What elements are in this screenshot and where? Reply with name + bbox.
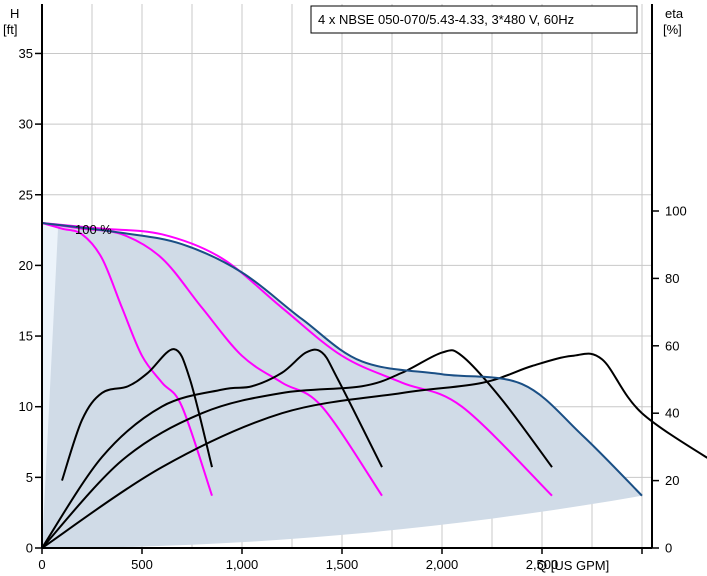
chart-title-box xyxy=(310,5,638,34)
left-axis-label-top: H xyxy=(10,6,19,21)
x-axis-tick-label: 2,000 xyxy=(426,557,459,572)
efficiency-curve-2-pumps xyxy=(41,348,383,549)
left-axis-tick-label: 30 xyxy=(19,117,33,132)
left-axis-tick-label: 15 xyxy=(19,329,33,344)
right-axis-tick-label: 60 xyxy=(665,338,679,353)
left-axis-tick-label: 5 xyxy=(26,470,33,485)
hq-curve-1-pump xyxy=(41,222,213,497)
curve-annotation: 100 % xyxy=(75,222,112,237)
x-axis-label: Q [US GPM] xyxy=(537,558,609,573)
efficiency-curve-4-pumps xyxy=(41,352,707,549)
right-axis-tick-label: 0 xyxy=(665,541,672,556)
hq-curve-3-pumps xyxy=(41,222,553,497)
operating-range-wedge xyxy=(42,223,58,548)
right-axis-tick-label: 80 xyxy=(665,271,679,286)
right-axis-label-unit: [%] xyxy=(663,22,682,37)
chart-title: 4 x NBSE 050-070/5.43-4.33, 3*480 V, 60H… xyxy=(318,12,574,27)
efficiency-curve-1-pump xyxy=(61,348,213,481)
x-axis-tick-label: 2,500 xyxy=(526,557,559,572)
x-axis-tick-label: 1,000 xyxy=(226,557,259,572)
left-axis-label-unit: [ft] xyxy=(3,22,17,37)
left-axis-tick-label: 20 xyxy=(19,258,33,273)
left-axis-tick-label: 10 xyxy=(19,399,33,414)
x-axis-tick-label: 0 xyxy=(38,557,45,572)
hq-curve-max-speed xyxy=(41,222,643,497)
right-axis-tick-label: 100 xyxy=(665,204,687,219)
right-axis-tick-label: 40 xyxy=(665,406,679,421)
x-axis-tick-label: 500 xyxy=(131,557,153,572)
right-axis-label-top: eta xyxy=(665,6,684,21)
right-axis-tick-label: 20 xyxy=(665,473,679,488)
left-axis-tick-label: 0 xyxy=(26,541,33,556)
left-axis-tick-label: 35 xyxy=(19,46,33,61)
left-axis-tick-label: 25 xyxy=(19,187,33,202)
x-axis-tick-label: 1,500 xyxy=(326,557,359,572)
